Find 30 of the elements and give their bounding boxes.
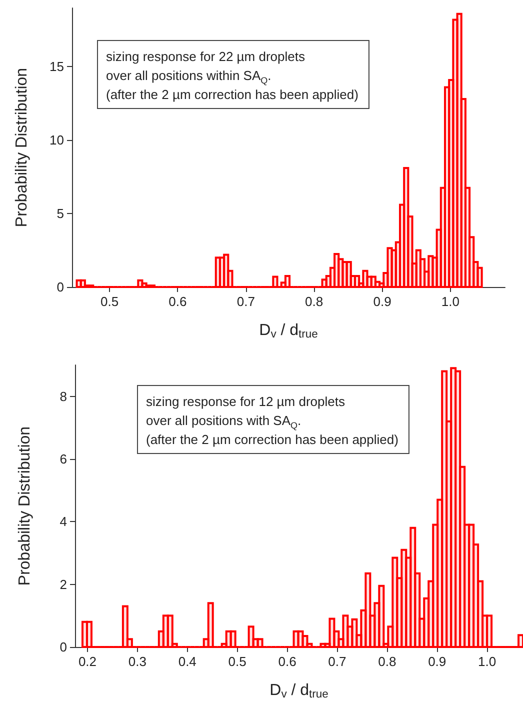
y-tick-label: 0 <box>60 640 67 654</box>
x-tick-label: 0.8 <box>305 294 324 309</box>
y-tick-label: 4 <box>60 514 67 530</box>
x-tick-label: 0.8 <box>378 654 396 669</box>
x-tick-label: 0.2 <box>78 654 97 669</box>
y-tick-label: 8 <box>60 388 67 404</box>
y-tick-label: 5 <box>56 206 64 222</box>
y-tick-label: 6 <box>60 452 67 466</box>
annotation: sizing response for 22 µm droplets <box>106 49 306 64</box>
x-tick-label: 0.3 <box>128 654 146 669</box>
annotation: sizing response for 12 µm droplets <box>146 394 346 409</box>
x-tick-label: 0.7 <box>328 654 346 669</box>
annotation: (after the 2 µm correction has been applied) <box>146 432 398 447</box>
x-tick-label: 1.0 <box>478 654 496 669</box>
x-tick-label: 0.6 <box>278 654 296 669</box>
x-tick-label: 0.9 <box>373 294 392 309</box>
x-tick-label: 0.6 <box>168 294 187 309</box>
y-tick-label: 0 <box>56 280 64 294</box>
y-tick-label: 10 <box>50 132 64 148</box>
x-tick-label: 0.5 <box>100 294 119 309</box>
x-tick-label: 1.0 <box>441 294 460 309</box>
x-tick-label: 0.7 <box>236 294 255 309</box>
x-tick-label: 0.5 <box>228 654 246 669</box>
y-axis-title: Probability Distribution <box>16 426 34 586</box>
y-axis-title: Probability Distribution <box>14 68 30 228</box>
annotation: (after the 2 µm correction has been applied) <box>106 87 358 102</box>
y-tick-label: 15 <box>50 59 64 74</box>
y-tick-label: 2 <box>60 576 67 592</box>
x-tick-label: 0.9 <box>428 654 446 669</box>
x-tick-label: 0.4 <box>178 654 196 669</box>
